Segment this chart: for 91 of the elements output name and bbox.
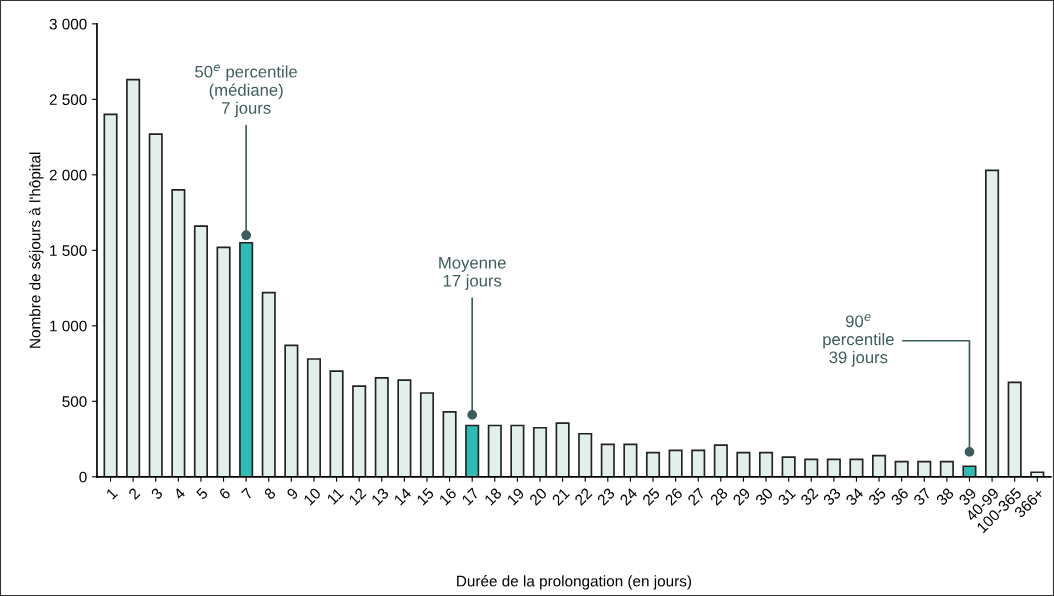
- x-tick-label: 16: [438, 487, 458, 506]
- x-tick-label: 8: [263, 487, 277, 500]
- bar: [623, 443, 638, 477]
- bar: [736, 451, 751, 477]
- x-tick-label: 1: [105, 487, 118, 500]
- y-axis-title: Nombre de séjours à l'hôpital: [29, 152, 44, 348]
- bar: [419, 392, 435, 477]
- bar: [645, 451, 661, 477]
- bar: [510, 424, 525, 477]
- bar: [781, 456, 796, 477]
- x-tick-label: 33: [822, 487, 842, 507]
- x-tick-label: 17: [461, 487, 480, 506]
- x-tick-label: 3: [150, 487, 164, 501]
- bar: [555, 422, 570, 477]
- bar: [691, 449, 706, 477]
- x-tick-label: 32: [799, 487, 819, 507]
- bar: [758, 451, 774, 477]
- bar: [103, 113, 118, 477]
- x-tick-label: 25: [641, 487, 661, 506]
- bar: [600, 443, 615, 477]
- y-tick-label: 0: [79, 471, 87, 483]
- annotation: Moyenne 17 jours: [439, 257, 506, 290]
- bar: [985, 169, 1000, 477]
- x-tick-label: 4: [172, 487, 186, 501]
- x-tick-label: 6: [218, 487, 232, 500]
- y-tick-label: 3 000: [49, 18, 87, 30]
- bar: [171, 189, 186, 477]
- bar: [532, 426, 548, 477]
- y-tick-label: 1 000: [50, 320, 87, 332]
- bar: [894, 460, 909, 477]
- x-tick-label: 30: [754, 487, 774, 507]
- x-tick-label: 34: [845, 487, 865, 507]
- x-tick-label: 36: [890, 487, 910, 507]
- x-tick-label: 15: [416, 487, 435, 506]
- x-tick-label: 38: [935, 487, 955, 507]
- x-tick-label: 27: [687, 487, 706, 506]
- bar: [917, 460, 932, 477]
- x-tick-label: 29: [732, 487, 751, 506]
- bar: [578, 432, 593, 477]
- x-tick-label: 22: [574, 487, 593, 506]
- bar: [939, 460, 954, 477]
- bar: [284, 344, 299, 477]
- bar: [397, 379, 412, 477]
- bar: [1030, 471, 1045, 477]
- x-tick-label: 23: [596, 487, 616, 506]
- x-tick-label: 2: [127, 487, 141, 500]
- x-tick-label: 28: [709, 487, 729, 506]
- bar: [352, 385, 367, 477]
- bar: [306, 358, 322, 477]
- x-tick-label: 19: [506, 487, 525, 506]
- x-tick-label: 31: [777, 487, 797, 507]
- y-tick-label: 500: [62, 396, 87, 407]
- bar: [1007, 381, 1022, 477]
- x-tick-label: 12: [348, 487, 367, 506]
- x-tick-label: 24: [619, 487, 638, 506]
- x-tick-label: 11: [326, 487, 344, 505]
- x-tick-label: 9: [286, 487, 299, 500]
- bar: [465, 424, 480, 477]
- bar: [261, 291, 276, 477]
- bar: [329, 370, 344, 477]
- bar: [148, 133, 163, 477]
- bar: [442, 411, 457, 477]
- y-tick-label: 2 500: [49, 94, 87, 106]
- y-tick-label: 1 500: [50, 245, 87, 257]
- x-tick-label: 13: [370, 487, 390, 506]
- x-tick-label: 5: [195, 487, 209, 501]
- x-tick-label: 20: [528, 487, 548, 506]
- x-tick-label: 10: [303, 487, 322, 506]
- bar: [216, 246, 231, 477]
- annotation: 90$^{e}$ percentile 39 jours: [823, 314, 894, 367]
- x-tick-label: 35: [867, 487, 887, 507]
- y-tick-label: 2 000: [49, 169, 87, 181]
- x-tick-label: 18: [483, 487, 503, 506]
- bar: [713, 444, 728, 477]
- bar: [872, 454, 887, 477]
- bar: [962, 465, 977, 477]
- x-tick-label: 14: [393, 487, 412, 506]
- bar: [849, 458, 864, 477]
- bar: [126, 78, 141, 477]
- x-tick-label: 21: [551, 487, 570, 506]
- bar: [804, 458, 819, 477]
- x-tick-label: 7: [241, 487, 254, 500]
- annotation: 50$^{e}$ percentile (médiane) 7 jours: [195, 64, 297, 118]
- bar: [374, 377, 389, 477]
- bar: [826, 458, 841, 477]
- bar: [193, 225, 208, 477]
- bar: [487, 424, 502, 477]
- x-tick-label: 26: [664, 487, 684, 506]
- x-tick-label: 37: [912, 487, 932, 507]
- x-axis-title: Durée de la prolongation (en jours): [457, 575, 692, 590]
- bar: [668, 449, 683, 477]
